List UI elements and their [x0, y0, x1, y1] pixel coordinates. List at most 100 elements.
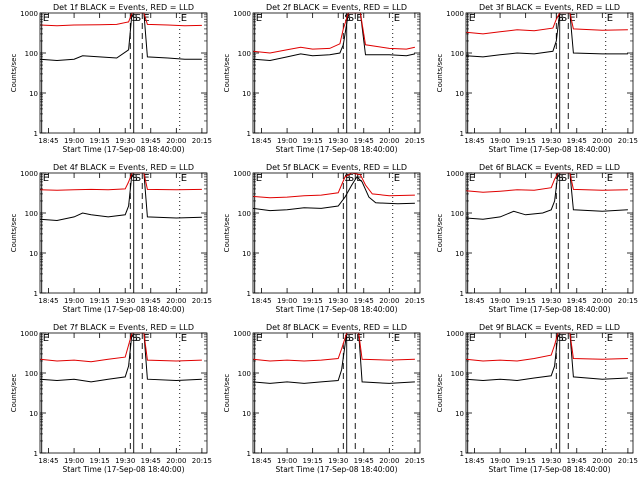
x-tick-label: 18:45	[251, 137, 271, 145]
x-tick-label: 19:15	[90, 457, 110, 465]
x-tick-label: 20:15	[192, 457, 212, 465]
y-tick-label: 100	[451, 370, 464, 378]
y-tick-label: 1000	[233, 10, 251, 18]
x-tick-label: 19:45	[567, 137, 587, 145]
y-tick-label: 1	[34, 130, 38, 138]
x-tick-label: 19:45	[567, 297, 587, 305]
marker-label-4: E	[356, 173, 362, 184]
marker-label-2: S	[561, 13, 567, 24]
marker-label-1: E	[43, 13, 49, 24]
y-tick-label: 1	[34, 450, 38, 458]
marker-label-1: E	[469, 173, 475, 184]
plot-frame	[39, 332, 208, 454]
events-series-line	[252, 176, 415, 212]
marker-label-2: S	[348, 13, 354, 24]
y-axis-label: Counts/sec	[436, 54, 444, 93]
x-tick-label: 19:15	[303, 137, 323, 145]
y-axis-label: Counts/sec	[436, 374, 444, 413]
y-axis-label: Counts/sec	[436, 214, 444, 253]
events-series-line	[252, 12, 416, 62]
x-tick-label: 20:00	[166, 137, 186, 145]
x-tick-label: 20:15	[618, 137, 638, 145]
x-tick-label: 20:15	[192, 297, 212, 305]
marker-label-4: E	[143, 13, 149, 24]
x-tick-label: 19:30	[115, 137, 135, 145]
y-tick-label: 1000	[20, 330, 38, 338]
x-tick-label: 20:15	[192, 137, 212, 145]
marker-label-2: S	[561, 333, 567, 344]
panel-title: Det 7f BLACK = Events, RED = LLD	[53, 323, 194, 332]
y-tick-label: 10	[242, 410, 251, 418]
y-tick-label: 10	[29, 250, 38, 258]
x-tick-label: 20:00	[166, 297, 186, 305]
panel-title: Det 6f BLACK = Events, RED = LLD	[479, 163, 620, 172]
x-tick-label: 20:15	[405, 297, 425, 305]
y-tick-label: 10	[455, 90, 464, 98]
panel-title: Det 8f BLACK = Events, RED = LLD	[266, 323, 407, 332]
x-axis-label: Start Time (17-Sep-08 18:40:00)	[63, 305, 185, 314]
y-tick-label: 1	[34, 290, 38, 298]
y-tick-label: 10	[29, 410, 38, 418]
marker-label-3: S	[131, 333, 137, 344]
y-tick-label: 1	[460, 130, 464, 138]
plot-frame	[252, 332, 421, 454]
marker-label-2: S	[135, 173, 141, 184]
marker-label-1: E	[256, 13, 262, 24]
x-tick-label: 19:00	[64, 297, 84, 305]
plot-frame	[252, 172, 421, 294]
x-tick-label: 18:45	[464, 297, 484, 305]
x-tick-label: 19:00	[490, 137, 510, 145]
x-tick-label: 19:00	[64, 137, 84, 145]
y-tick-label: 100	[25, 210, 38, 218]
x-tick-label: 19:30	[115, 297, 135, 305]
marker-label-3: S	[557, 13, 563, 24]
marker-label-5: E	[181, 173, 187, 184]
marker-label-2: S	[135, 333, 141, 344]
x-tick-label: 19:45	[354, 137, 374, 145]
marker-label-2: S	[135, 13, 141, 24]
x-tick-label: 19:00	[490, 297, 510, 305]
events-series-line	[465, 172, 628, 220]
x-axis-label: Start Time (17-Sep-08 18:40:00)	[489, 305, 611, 314]
y-axis-label: Counts/sec	[223, 374, 231, 413]
x-tick-label: 20:00	[379, 457, 399, 465]
x-tick-label: 20:00	[592, 457, 612, 465]
y-tick-label: 1000	[446, 330, 464, 338]
x-tick-label: 19:15	[516, 137, 536, 145]
x-axis-label: Start Time (17-Sep-08 18:40:00)	[276, 145, 398, 154]
panel-title: Det 3f BLACK = Events, RED = LLD	[479, 3, 620, 12]
x-tick-label: 19:15	[90, 137, 110, 145]
x-tick-label: 18:45	[38, 297, 58, 305]
x-tick-label: 19:45	[141, 457, 161, 465]
x-tick-label: 19:30	[328, 137, 348, 145]
x-tick-label: 18:45	[464, 137, 484, 145]
x-tick-label: 19:15	[90, 297, 110, 305]
x-axis-label: Start Time (17-Sep-08 18:40:00)	[63, 465, 185, 474]
x-tick-label: 20:00	[592, 297, 612, 305]
y-tick-label: 1	[247, 130, 251, 138]
events-series-line	[465, 332, 628, 382]
x-tick-label: 19:00	[490, 457, 510, 465]
x-tick-label: 19:45	[141, 137, 161, 145]
panel-title: Det 1f BLACK = Events, RED = LLD	[53, 3, 194, 12]
x-tick-label: 19:00	[64, 457, 84, 465]
y-tick-label: 10	[29, 90, 38, 98]
x-tick-label: 19:15	[303, 457, 323, 465]
y-tick-label: 1	[460, 450, 464, 458]
x-tick-label: 19:00	[277, 297, 297, 305]
marker-label-2: S	[561, 173, 567, 184]
panel-title: Det 4f BLACK = Events, RED = LLD	[53, 163, 194, 172]
marker-label-4: E	[569, 13, 575, 24]
x-tick-label: 20:00	[379, 137, 399, 145]
lld-series-line	[465, 172, 628, 193]
x-tick-label: 19:45	[354, 297, 374, 305]
lld-series-line	[39, 12, 202, 27]
x-tick-label: 19:15	[516, 457, 536, 465]
y-tick-label: 10	[242, 250, 251, 258]
x-axis-label: Start Time (17-Sep-08 18:40:00)	[489, 465, 611, 474]
y-tick-label: 1	[247, 290, 251, 298]
x-axis-label: Start Time (17-Sep-08 18:40:00)	[489, 145, 611, 154]
x-tick-label: 20:15	[618, 457, 638, 465]
